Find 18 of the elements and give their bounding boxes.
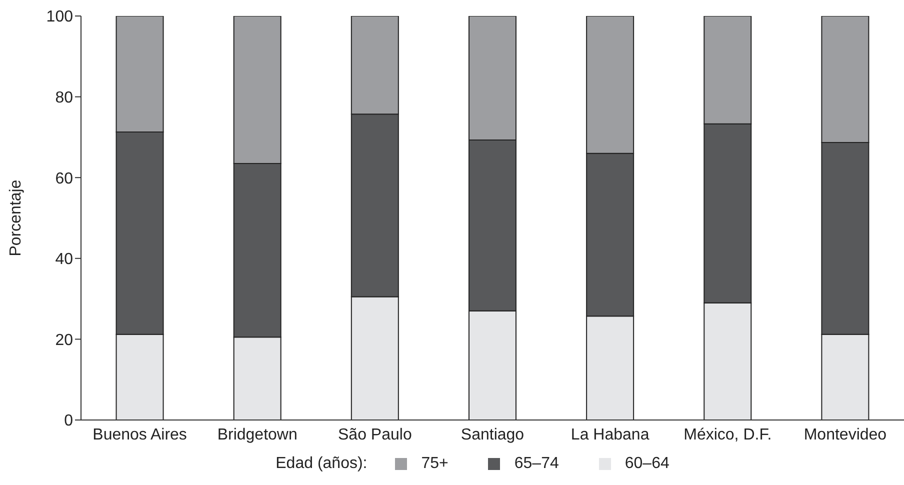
y-tick-label: 60 — [55, 170, 74, 188]
y-axis-title: Porcentaje — [8, 180, 25, 256]
x-tick-label: México, D.F. — [684, 426, 772, 444]
x-tick-label: Montevideo — [804, 426, 887, 444]
legend-label: 65–74 — [514, 455, 559, 473]
legend-label: 75+ — [421, 455, 448, 473]
x-tick-label: La Habana — [570, 426, 650, 444]
x-tick-label: Bridgetown — [217, 426, 298, 444]
x-tick-label: Buenos Aires — [92, 426, 187, 444]
x-tick-label: Santiago — [460, 426, 524, 444]
y-tick-label: 100 — [46, 8, 74, 26]
y-tick-label: 80 — [55, 89, 74, 106]
y-tick-label: 40 — [55, 251, 74, 268]
y-tick-label: 20 — [55, 332, 74, 349]
x-tick-label: São Paulo — [338, 426, 412, 444]
legend-title: Edad (años): — [276, 455, 368, 473]
legend-label: 60–64 — [624, 455, 670, 473]
y-tick-label: 0 — [64, 412, 74, 430]
